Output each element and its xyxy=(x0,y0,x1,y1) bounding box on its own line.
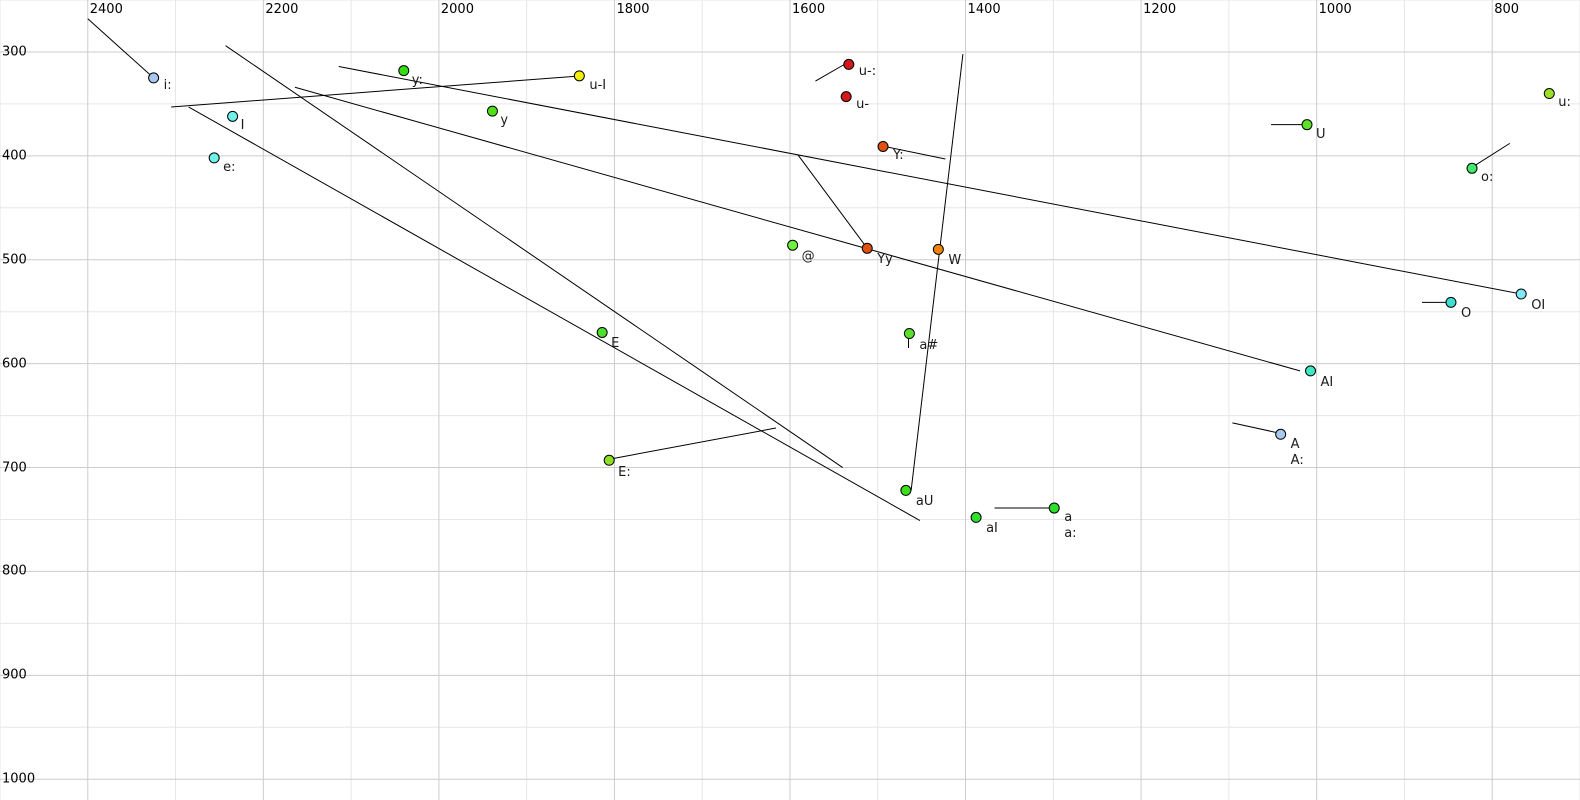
data-line-Y:-tail xyxy=(884,146,946,160)
data-line-u-I-tail xyxy=(171,75,582,108)
y-axis-tick-label: 1000 xyxy=(2,771,36,787)
data-point-A[interactable] xyxy=(1275,428,1287,440)
point-label-OI: OI xyxy=(1531,298,1546,314)
data-point-E[interactable] xyxy=(596,326,608,338)
data-points xyxy=(148,58,1555,523)
data-point-o_[interactable] xyxy=(1466,162,1478,174)
x-axis-tick-label: 2000 xyxy=(440,2,474,17)
point-label-u_: u: xyxy=(1558,94,1571,110)
x-axis-tick-label: 1200 xyxy=(1143,2,1177,17)
x-axis-tick-label: 800 xyxy=(1494,2,1520,17)
data-point-y_[interactable] xyxy=(398,65,410,77)
y-axis-tick-label: 700 xyxy=(2,460,27,476)
data-point-AI[interactable] xyxy=(1305,365,1317,377)
data-line-Yy-tail xyxy=(797,154,868,249)
point-label-aU: aU xyxy=(915,494,934,510)
point-label-u_: u- xyxy=(856,96,870,112)
point-label-AI: AI xyxy=(1320,374,1334,390)
point-label-E_: E: xyxy=(618,465,631,481)
y-axis-tick-label: 800 xyxy=(2,563,27,579)
y-axis-tick-label: 400 xyxy=(2,148,27,164)
data-point-u_[interactable] xyxy=(840,91,852,103)
point-label-A_: A: xyxy=(1290,453,1304,469)
data-point-a[interactable] xyxy=(1048,502,1060,514)
point-label-U: U xyxy=(1316,126,1326,142)
x-axis-tick-label: 1600 xyxy=(792,2,826,17)
point-label-a: a xyxy=(1064,510,1073,526)
data-point-aI[interactable] xyxy=(970,511,982,523)
data-point-y[interactable] xyxy=(486,105,498,117)
data-point-U[interactable] xyxy=(1301,119,1313,131)
y-axis-tick-label: 900 xyxy=(2,667,27,683)
point-label-A: A xyxy=(1290,437,1300,453)
data-line-long-1 xyxy=(225,45,843,468)
data-point-u__[interactable] xyxy=(843,58,855,70)
point-label-Yy: Yy xyxy=(877,252,893,268)
y-axis-tick-label: 500 xyxy=(2,252,27,268)
point-label-e_: e: xyxy=(223,159,236,175)
data-line-u-:-tail xyxy=(815,62,847,82)
point-label-o_: o: xyxy=(1481,170,1494,186)
point-label-i_: i: xyxy=(163,77,172,93)
point-label-@: @ xyxy=(801,249,815,265)
data-line-i:-tail xyxy=(87,18,151,76)
data-line-o:-tail xyxy=(1471,142,1511,168)
data-line-long-3 xyxy=(294,86,1301,372)
point-label-u__: u-: xyxy=(858,64,877,80)
data-line-long-4 xyxy=(188,106,921,521)
y-axis-tick-label: 600 xyxy=(2,356,27,372)
point-label-Y_: Y: xyxy=(893,148,904,164)
data-line-segments xyxy=(87,18,1527,521)
point-label-O: O xyxy=(1460,306,1472,322)
data-point-E_[interactable] xyxy=(603,454,615,466)
point-label-y_: y: xyxy=(411,72,423,88)
point-label-I: I xyxy=(240,118,245,134)
x-axis-tick-label: 2400 xyxy=(89,2,123,17)
point-label-a#: a# xyxy=(919,337,939,353)
x-axis-tick-label: 1000 xyxy=(1318,2,1352,17)
data-line-steep-1 xyxy=(910,53,964,491)
y-axis-tick-label: 300 xyxy=(2,44,27,60)
data-point-a#[interactable] xyxy=(903,328,915,340)
data-point-W[interactable] xyxy=(932,243,944,255)
data-point-u_[interactable] xyxy=(1543,88,1555,100)
data-point-Y_[interactable] xyxy=(877,140,889,152)
point-label-y: y xyxy=(500,113,509,129)
point-label-W: W xyxy=(948,253,962,269)
x-axis-tick-label: 1400 xyxy=(967,2,1001,17)
data-line-long-2 xyxy=(338,66,1527,296)
data-point-aU[interactable] xyxy=(900,484,912,496)
data-point-OI[interactable] xyxy=(1515,288,1527,300)
point-label-u_I: u-I xyxy=(589,77,607,93)
x-axis-tick-label: 1800 xyxy=(616,2,650,17)
point-label-E: E xyxy=(611,336,620,352)
data-point-i_[interactable] xyxy=(148,72,160,84)
data-point-Yy[interactable] xyxy=(861,242,873,254)
data-point-u_I[interactable] xyxy=(573,70,585,82)
data-line-A-tail xyxy=(1232,422,1280,434)
x-axis-tick-label: 2200 xyxy=(265,2,299,17)
point-label-aI: aI xyxy=(986,521,998,537)
data-point-e_[interactable] xyxy=(208,152,220,164)
data-line-E:-tail xyxy=(609,427,777,460)
data-point-@[interactable] xyxy=(787,239,799,251)
data-point-O[interactable] xyxy=(1445,296,1457,308)
point-label-a_: a: xyxy=(1064,526,1077,542)
data-point-I[interactable] xyxy=(227,110,239,122)
